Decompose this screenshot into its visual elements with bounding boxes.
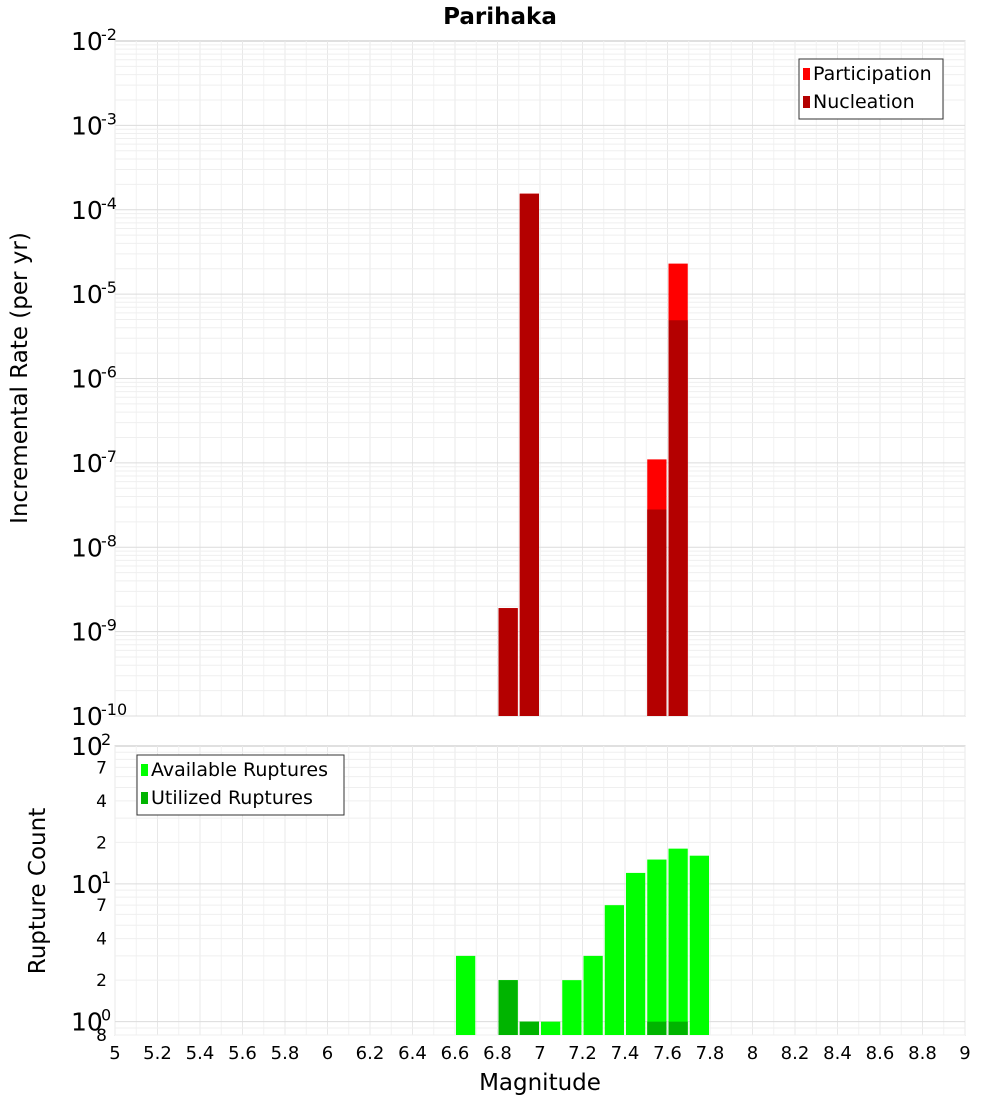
- x-tick-label: 7.4: [611, 1043, 640, 1064]
- top-y-tick-exponent: -3: [101, 109, 117, 128]
- top-legend-swatch: [803, 68, 810, 80]
- top-bar-series2: [519, 193, 539, 716]
- top-legend-swatch: [803, 96, 810, 108]
- top-legend-label: Participation: [813, 63, 932, 85]
- top-legend-label: Nucleation: [813, 91, 915, 113]
- top-y-tick-exponent: -10: [101, 700, 127, 719]
- bottom-legend-swatch: [141, 764, 148, 776]
- x-tick-label: 8.6: [866, 1043, 895, 1064]
- top-y-tick-label: 10: [71, 27, 103, 56]
- bottom-y-tick-label: 8: [96, 1026, 107, 1046]
- chart-title: Parihaka: [443, 4, 557, 30]
- bottom-y-tick-exponent: 0: [101, 1006, 111, 1025]
- bottom-bar-series2: [647, 1021, 667, 1035]
- bottom-y-tick-label: 4: [96, 792, 107, 812]
- bottom-bar-series1: [541, 1021, 561, 1035]
- x-tick-label: 6.4: [398, 1043, 427, 1064]
- bottom-bar-series1: [604, 905, 624, 1035]
- top-y-tick-label: 10: [71, 702, 103, 731]
- top-y-tick-label: 10: [71, 280, 103, 309]
- x-tick-label: 7.2: [568, 1043, 597, 1064]
- top-legend: Participation Nucleation: [798, 58, 944, 120]
- bottom-legend-box: [136, 754, 345, 816]
- bottom-bar-series1: [689, 855, 709, 1035]
- top-bar-series2: [668, 320, 688, 716]
- top-y-tick-label: 10: [71, 449, 103, 478]
- bottom-gridlines: [114, 746, 966, 1036]
- bottom-legend-swatch: [141, 792, 148, 804]
- bottom-bar-series1: [626, 872, 646, 1035]
- x-tick-label: 5.8: [271, 1043, 300, 1064]
- bottom-y-tick-label: 10: [71, 732, 103, 761]
- bottom-y-tick-label: 7: [96, 758, 107, 778]
- x-tick-label: 6: [322, 1043, 333, 1064]
- x-tick-label: 8.8: [908, 1043, 937, 1064]
- x-tick-label: 5.6: [228, 1043, 257, 1064]
- bottom-y-tick-label: 10: [71, 1008, 103, 1037]
- x-tick-label: 8.2: [781, 1043, 810, 1064]
- bottom-y-tick-label: 7: [96, 896, 107, 916]
- top-legend-box: [798, 58, 944, 120]
- x-tick-label: 8: [747, 1043, 758, 1064]
- x-tick-label: 6.6: [441, 1043, 470, 1064]
- x-tick-label: 7.6: [653, 1043, 682, 1064]
- x-tick-label: 5.2: [143, 1043, 172, 1064]
- bottom-bars: [456, 848, 709, 1035]
- bottom-y-tick-label: 10: [71, 870, 103, 899]
- top-bar-series2: [498, 608, 518, 716]
- bottom-y-tick-label: 2: [96, 971, 107, 991]
- bottom-bar-series1: [647, 859, 667, 1035]
- bottom-bar-series1: [668, 848, 688, 1035]
- bottom-y-tick-label: 2: [96, 833, 107, 853]
- bottom-bar-series2: [498, 980, 518, 1035]
- top-y-tick-label: 10: [71, 196, 103, 225]
- top-y-tick-label: 10: [71, 365, 103, 394]
- top-bars: [498, 193, 688, 716]
- x-tick-label: 6.2: [356, 1043, 385, 1064]
- top-bar-series2: [647, 509, 667, 716]
- bottom-bar-series2: [668, 1021, 688, 1035]
- top-y-tick-label: 10: [71, 111, 103, 140]
- top-gridlines: [114, 41, 966, 717]
- bottom-y-tick-exponent: 2: [101, 730, 111, 749]
- top-y-tick-exponent: -7: [101, 447, 117, 466]
- top-y-tick-exponent: -6: [101, 363, 117, 382]
- x-tick-label: 8.4: [823, 1043, 852, 1064]
- x-tick-labels: 5 5.2 5.4 5.6 5.8 6 6.2 6.4 6.6 6.8 7 7.2 7.4 7.6 7.8 8…: [109, 1043, 970, 1064]
- x-tick-label: 5.4: [186, 1043, 215, 1064]
- top-y-tick-exponent: -2: [101, 25, 117, 44]
- top-y-tick-label: 10: [71, 533, 103, 562]
- bottom-bar-series1: [562, 980, 582, 1035]
- bottom-bar-series1: [583, 955, 603, 1035]
- x-tick-label: 7: [534, 1043, 545, 1064]
- top-y-tick-exponent: -5: [101, 278, 117, 297]
- x-tick-label: 7.8: [696, 1043, 725, 1064]
- bottom-y-tick-exponent: 1: [101, 868, 111, 887]
- bottom-bar-series2: [519, 1021, 539, 1035]
- bottom-y-axis-label: Rupture Count: [25, 808, 51, 974]
- bottom-bar-series1: [456, 955, 476, 1035]
- x-tick-label: 9: [959, 1043, 970, 1064]
- bottom-legend: Available Ruptures Utilized Ruptures: [136, 754, 345, 816]
- top-y-tick-label: 10: [71, 618, 103, 647]
- bottom-y-tick-label: 4: [96, 930, 107, 950]
- x-tick-label: 6.8: [483, 1043, 512, 1064]
- top-y-tick-exponent: -8: [101, 531, 117, 550]
- x-axis-label: Magnitude: [479, 1070, 601, 1096]
- top-y-tick-exponent: -4: [101, 194, 117, 213]
- bottom-legend-label: Utilized Ruptures: [151, 787, 313, 809]
- bottom-legend-label: Available Ruptures: [151, 759, 328, 781]
- top-y-axis-label: Incremental Rate (per yr): [7, 232, 33, 524]
- x-tick-label: 5: [109, 1043, 120, 1064]
- top-y-tick-exponent: -9: [101, 616, 117, 635]
